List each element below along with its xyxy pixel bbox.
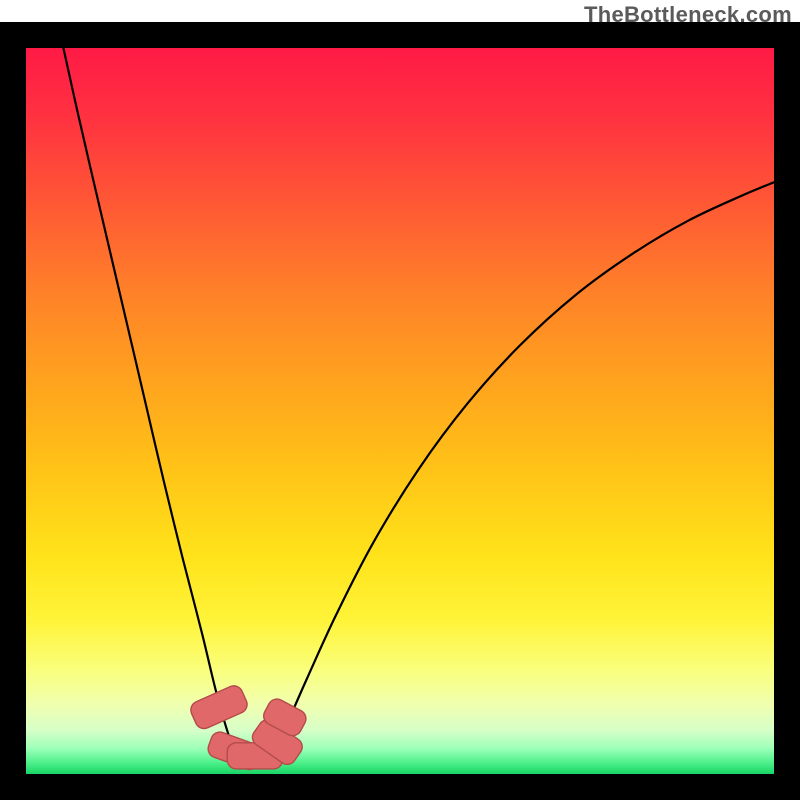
data-point-markers [188,683,309,772]
plot-area [26,48,774,774]
curve-right [271,182,774,756]
curve-left [63,48,237,756]
marker-capsule-0 [188,683,250,731]
bottleneck-curves [26,48,774,774]
